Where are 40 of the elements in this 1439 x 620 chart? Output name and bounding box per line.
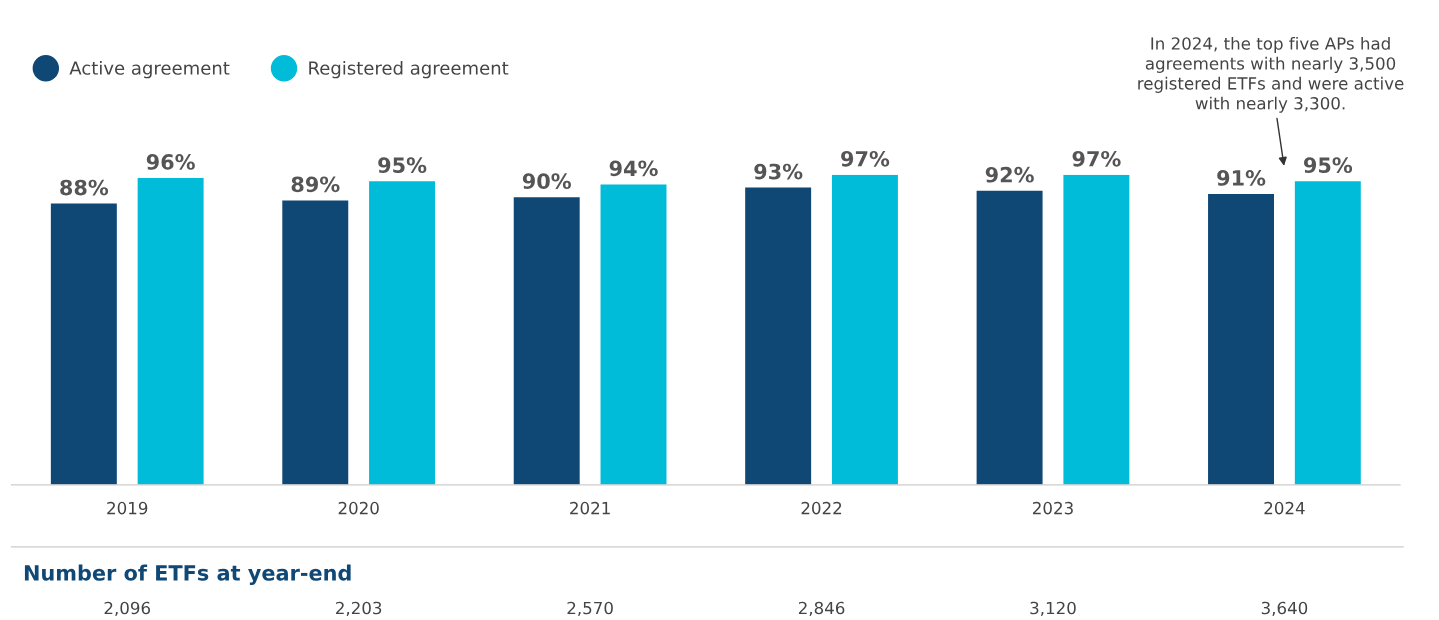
text: 2,096 <box>104 601 151 616</box>
data-label: 95% <box>378 157 427 174</box>
x-tick-label: 2023 <box>1033 501 1073 515</box>
data-label: 97% <box>841 150 890 167</box>
bar <box>369 181 436 485</box>
bar <box>282 200 349 485</box>
data-label: 95% <box>1303 157 1353 174</box>
x-tick-label: 2021 <box>570 501 610 515</box>
text: 3,640 <box>1261 601 1308 616</box>
text: 2,203 <box>336 601 382 616</box>
bar <box>600 184 667 485</box>
text: 3,120 <box>1030 601 1076 616</box>
bar <box>1294 181 1361 485</box>
text: Number of ETFs at year-end <box>24 564 351 585</box>
data-label: 93% <box>754 163 803 180</box>
x-tick-label: 2024 <box>1264 501 1305 515</box>
data-label: 91% <box>1217 170 1266 186</box>
x-tick-label: 2020 <box>338 501 379 515</box>
bar <box>50 203 117 485</box>
bar <box>513 197 580 485</box>
data-label: 94% <box>609 160 658 177</box>
legend-label: Active agreement <box>69 60 230 79</box>
bar <box>1208 194 1275 485</box>
data-label: 89% <box>291 176 340 193</box>
bar <box>1063 174 1130 485</box>
data-label: 96% <box>146 154 195 170</box>
bar <box>137 178 204 485</box>
bar <box>745 187 812 485</box>
x-tick-label: 2019 <box>107 501 148 515</box>
x-tick-label: 2022 <box>801 501 842 515</box>
bar <box>976 190 1043 485</box>
legend-label: Registered agreement <box>309 60 509 79</box>
data-label: 90% <box>522 173 571 190</box>
data-label: 88% <box>60 179 109 196</box>
data-label: 92% <box>985 166 1034 183</box>
text: 2,846 <box>798 601 845 616</box>
text: 2,570 <box>567 601 613 616</box>
text: In 2024, the top five APs had agreements with nearly 3,500 registered ETFs and were active with nearly 3,300. <box>1138 36 1404 113</box>
bar <box>831 174 898 485</box>
data-label: 97% <box>1072 150 1121 167</box>
